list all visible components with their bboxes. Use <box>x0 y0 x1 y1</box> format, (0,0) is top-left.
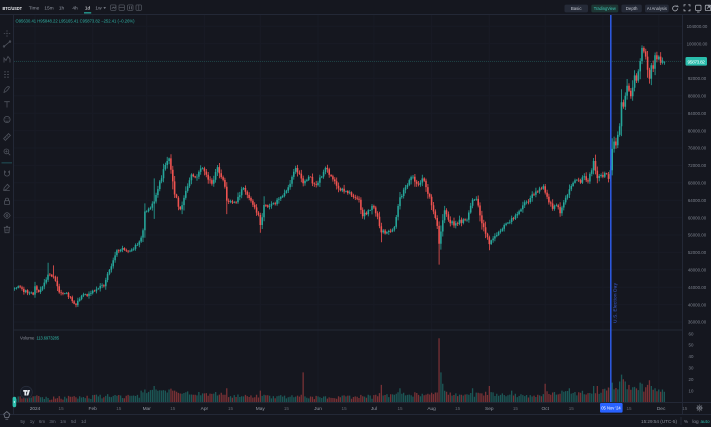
svg-text:40000.00: 40000.00 <box>688 302 707 307</box>
svg-text:1w: 1w <box>95 6 102 12</box>
svg-text:48000.00: 48000.00 <box>688 268 707 273</box>
svg-text:Volume: Volume <box>20 335 35 340</box>
svg-text:2024: 2024 <box>30 406 41 411</box>
svg-text:Apr: Apr <box>201 406 209 412</box>
svg-text:104000.00: 104000.00 <box>687 24 708 29</box>
svg-text:36000.00: 36000.00 <box>688 320 707 325</box>
svg-text:15: 15 <box>513 406 519 411</box>
svg-text:80000.00: 80000.00 <box>688 128 707 133</box>
svg-text:60000.00: 60000.00 <box>688 215 707 220</box>
svg-text:1m: 1m <box>60 419 67 424</box>
svg-text:15m: 15m <box>44 6 53 12</box>
svg-text:15: 15 <box>116 406 122 411</box>
svg-text:Feb: Feb <box>89 406 98 412</box>
svg-text:50: 50 <box>689 343 694 348</box>
svg-text:15: 15 <box>228 406 234 411</box>
svg-text:52000.00: 52000.00 <box>688 250 707 255</box>
svg-text:30: 30 <box>689 366 694 371</box>
svg-text:3m: 3m <box>49 419 56 424</box>
svg-text:15:29:54 (UTC-5): 15:29:54 (UTC-5) <box>641 419 678 424</box>
svg-text:Dec: Dec <box>657 406 666 412</box>
svg-text:20: 20 <box>689 377 694 382</box>
svg-text:1d: 1d <box>81 419 87 424</box>
svg-text:72000.00: 72000.00 <box>688 163 707 168</box>
svg-text:4h: 4h <box>72 6 78 12</box>
svg-text:Aug: Aug <box>427 406 436 412</box>
svg-text:U.S. Election Day: U.S. Election Day <box>613 282 619 323</box>
svg-text:15: 15 <box>170 406 176 411</box>
svg-text:Jun: Jun <box>314 406 322 412</box>
svg-text:Depth: Depth <box>626 6 638 11</box>
svg-text:40: 40 <box>689 354 694 359</box>
svg-text:68000.00: 68000.00 <box>688 181 707 186</box>
svg-text:100000.00: 100000.00 <box>687 41 708 46</box>
svg-text:Basic: Basic <box>571 6 583 11</box>
svg-text:May: May <box>256 406 266 412</box>
svg-text:15: 15 <box>626 406 632 411</box>
svg-text:113.6973285: 113.6973285 <box>37 336 60 341</box>
svg-text:15: 15 <box>284 406 290 411</box>
svg-text:Sep: Sep <box>485 406 494 412</box>
svg-text:Time: Time <box>29 6 40 12</box>
svg-text:15: 15 <box>342 406 348 411</box>
svg-text:O95630.41 H95848.22 L95165.4: O95630.41 H95848.22 L95165.41 C95873.82 … <box>16 19 136 24</box>
svg-text:10: 10 <box>689 388 694 393</box>
svg-text:60: 60 <box>689 331 694 336</box>
svg-text:1y: 1y <box>30 419 36 424</box>
svg-text:1h: 1h <box>59 6 65 12</box>
svg-text:44000.00: 44000.00 <box>688 285 707 290</box>
svg-text:56000.00: 56000.00 <box>688 233 707 238</box>
svg-text:Oct: Oct <box>541 406 549 412</box>
svg-text:auto: auto <box>700 419 710 424</box>
svg-text:Mar: Mar <box>143 406 152 412</box>
svg-text:64000.00: 64000.00 <box>688 198 707 203</box>
svg-text:Jul: Jul <box>371 406 377 412</box>
svg-text:log: log <box>692 419 699 424</box>
svg-text:15: 15 <box>397 406 403 411</box>
svg-text:%: % <box>684 419 688 424</box>
svg-text:5y: 5y <box>20 419 26 424</box>
svg-text:15: 15 <box>455 406 461 411</box>
svg-text:84000.00: 84000.00 <box>688 111 707 116</box>
svg-text:AI Analysis: AI Analysis <box>647 6 668 11</box>
svg-text:95873.82: 95873.82 <box>687 59 705 65</box>
svg-text:6m: 6m <box>39 419 46 424</box>
svg-text:15: 15 <box>569 406 575 411</box>
svg-text:05 Nov '24: 05 Nov '24 <box>601 406 621 411</box>
svg-text:15: 15 <box>682 406 688 411</box>
svg-text:92000.00: 92000.00 <box>688 76 707 81</box>
svg-text:76000.00: 76000.00 <box>688 146 707 151</box>
svg-text:TradingView: TradingView <box>594 6 617 11</box>
svg-text:5d: 5d <box>71 419 77 424</box>
svg-text:15: 15 <box>59 406 65 411</box>
svg-text:BTC/USDT: BTC/USDT <box>3 6 23 12</box>
svg-text:1d: 1d <box>85 6 91 12</box>
svg-text:88000.00: 88000.00 <box>688 94 707 99</box>
